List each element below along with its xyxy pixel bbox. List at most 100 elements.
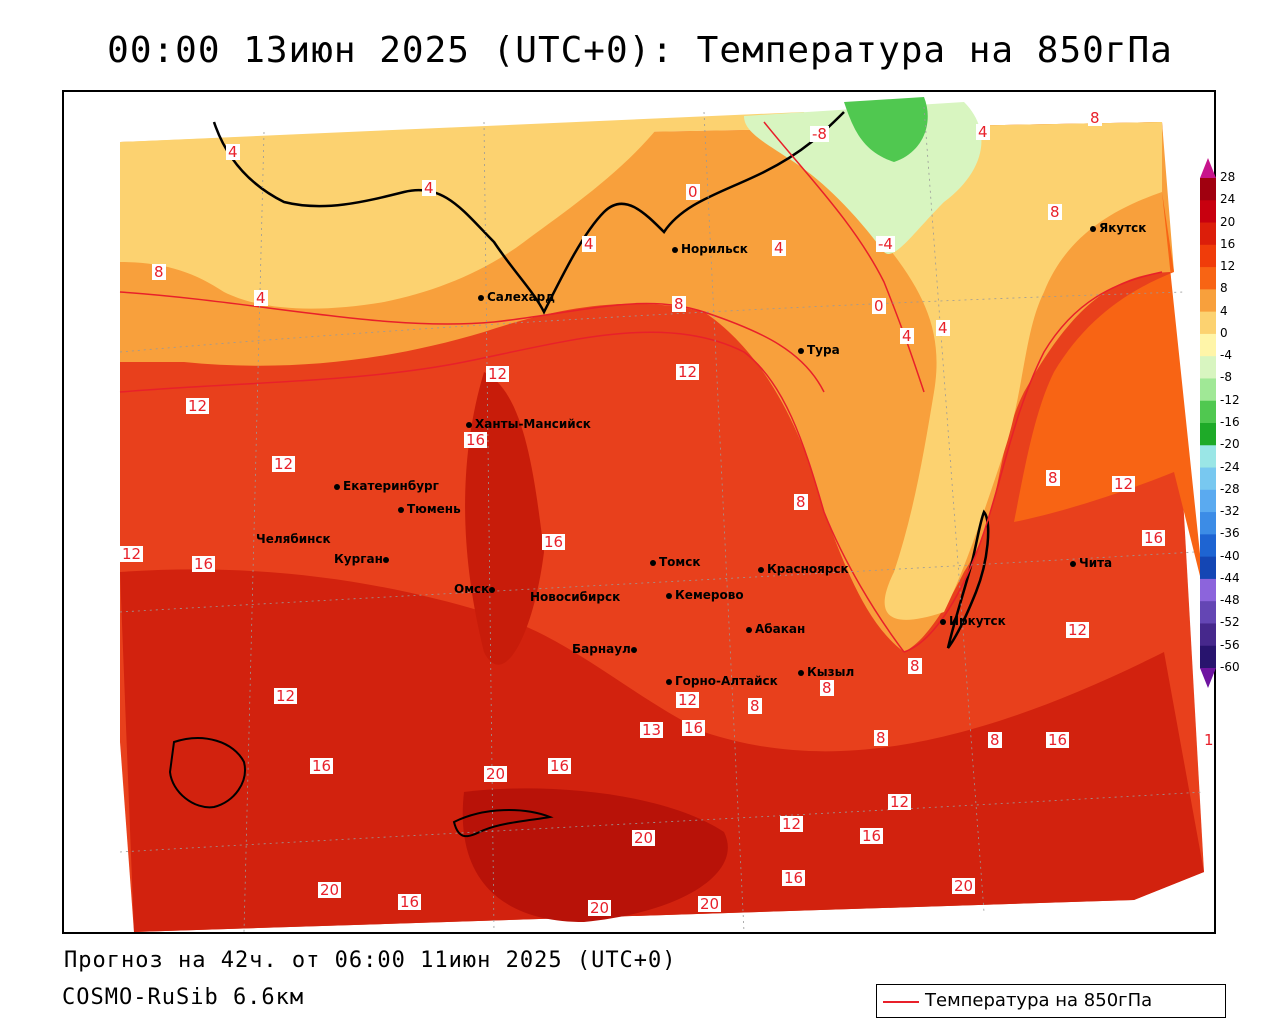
isotherm-line: [763, 121, 925, 393]
colorbar-segment: [1200, 512, 1216, 535]
colorbar-tick-label: 12: [1220, 259, 1236, 274]
isotherm-label: 4: [422, 179, 436, 197]
isotherm-label: 16: [310, 757, 334, 775]
colorbar-segment: [1200, 267, 1216, 290]
colorbar-tick-label: 16: [1220, 236, 1236, 251]
city-kyzyl: Кызыл: [798, 665, 854, 679]
colorbar-segment: [1200, 601, 1216, 624]
isotherm-label: 12: [676, 691, 700, 709]
colorbar-max-arrow: [1200, 158, 1216, 178]
isotherm-label: 12: [676, 363, 700, 381]
isotherm-label: 8: [988, 731, 1002, 749]
colorbar-segment: [1200, 222, 1216, 246]
cool-region-north: [120, 120, 664, 309]
temperature-map[interactable]: Норильск Якутск Салехард Тура Ханты-Манс…: [62, 90, 1216, 934]
isotherm-label: 4: [976, 123, 990, 141]
colorbar-tick-label: -60: [1220, 660, 1240, 674]
colorbar-tick-label: -48: [1220, 593, 1240, 608]
colorbar-segment: [1200, 178, 1216, 201]
city-marker-icon: [672, 246, 678, 253]
isotherm-label: 0: [686, 183, 700, 201]
isotherm-label: 12: [1112, 475, 1136, 493]
city-chelyabinsk: Челябинск: [256, 532, 331, 546]
colorbar-segment: [1200, 333, 1216, 357]
isotherm-label: 0: [872, 297, 886, 315]
city-label: Ханты-Мансийск: [475, 417, 591, 431]
isotherm-label: 20: [632, 829, 656, 847]
city-marker-icon: [666, 592, 672, 599]
isotherm-label: 8: [672, 295, 686, 313]
isotherm-label: 13: [640, 721, 664, 739]
isotherm-label: 16: [192, 555, 216, 573]
city-salekhard: Салехард: [478, 290, 555, 304]
city-marker-icon: [666, 678, 672, 685]
city-label: Омск: [454, 582, 490, 596]
colorbar-segment: [1200, 400, 1216, 424]
city-yekaterinburg: Екатеринбург: [334, 479, 439, 493]
model-name: COSMO-RuSib 6.6км: [62, 985, 305, 1010]
isotherm-label: 16: [860, 827, 884, 845]
isotherm-label: 20: [484, 765, 508, 783]
isotherm-label: 12: [120, 545, 144, 563]
legend: Температура на 850гПа: [876, 984, 1226, 1018]
warm-region-east: [1014, 192, 1204, 592]
colorbar-tick-label: -36: [1220, 526, 1240, 541]
city-label: Красноярск: [767, 562, 849, 576]
city-marker-icon: [798, 669, 804, 676]
city-omsk: Омск: [454, 582, 498, 596]
city-novosibirsk: Новосибирск: [530, 590, 620, 604]
legend-label: Температура на 850гПа: [925, 990, 1153, 1011]
city-marker-icon: [1090, 225, 1096, 232]
city-label: Екатеринбург: [343, 479, 439, 493]
colorbar-segment: [1200, 534, 1216, 558]
colorbar-segment: [1200, 289, 1216, 313]
city-marker-icon: [746, 626, 752, 633]
isotherm-label: 4: [936, 319, 950, 337]
graticule: [119, 106, 1205, 932]
city-label: Кызыл: [807, 665, 855, 679]
isotherm-label: 12: [274, 687, 298, 705]
city-marker-icon: [650, 559, 656, 566]
isotherm-label: 20: [318, 881, 342, 899]
isotherm-label: 20: [588, 899, 612, 917]
isotherm-label: 16: [542, 533, 566, 551]
city-label: Иркутск: [949, 614, 1006, 628]
city-label: Новосибирск: [530, 590, 621, 604]
city-marker-icon: [940, 618, 946, 625]
isotherm-label: 8: [820, 679, 834, 697]
city-krasnoyarsk: Красноярск: [758, 562, 849, 576]
city-label: Томск: [659, 555, 701, 569]
city-label: Барнаул: [572, 642, 631, 656]
city-marker-icon: [466, 421, 472, 428]
city-marker-icon: [798, 347, 804, 354]
colorbar-segment: [1200, 623, 1216, 647]
city-norilsk: Норильск: [672, 242, 748, 256]
city-label: Тюмень: [407, 502, 461, 516]
isotherm-label: 8: [1048, 203, 1062, 221]
city-chita: Чита: [1070, 556, 1112, 570]
city-label: Тура: [807, 343, 840, 357]
caspian-sea: [168, 737, 246, 809]
colorbar-tick-label: -12: [1220, 392, 1240, 407]
colorbar-tick-label: -40: [1220, 548, 1240, 563]
city-yakutsk: Якутск: [1090, 221, 1146, 235]
isotherm-label: 12: [1066, 621, 1090, 639]
city-label: Чита: [1079, 556, 1113, 570]
city-irkutsk: Иркутск: [940, 614, 1006, 628]
colorbar-tick-label: -4: [1220, 348, 1232, 363]
city-kurgan: Курган: [334, 552, 392, 566]
isotherm-label: 16: [1046, 731, 1070, 749]
balkhash-lake: [452, 809, 554, 838]
city-barnaul: Барнаул: [572, 642, 640, 656]
isotherm-label: 16: [548, 757, 572, 775]
city-marker-icon: [1070, 560, 1076, 567]
colorbar-tick-label: -32: [1220, 504, 1240, 519]
isotherm-label: 4: [772, 239, 786, 257]
colorbar-segment: [1200, 423, 1216, 446]
hot-region-1: [462, 788, 728, 922]
isotherm-label: 16: [1202, 732, 1214, 748]
city-label: Кемерово: [675, 588, 744, 602]
colorbar-segment: [1200, 578, 1216, 602]
warm-region-south: [120, 569, 1204, 932]
colorbar: [1200, 158, 1216, 688]
